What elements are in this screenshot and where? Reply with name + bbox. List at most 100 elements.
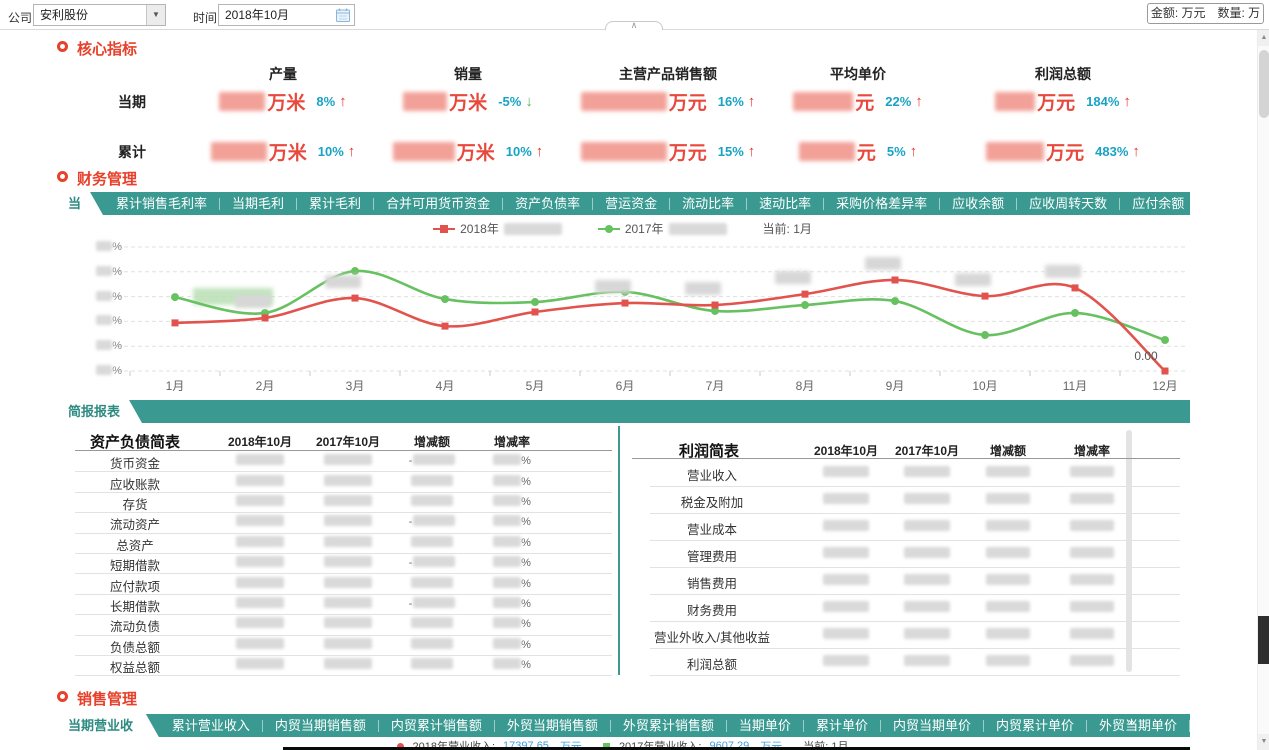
tab-应收余额[interactable]: 应收余额 bbox=[952, 196, 1005, 211]
gross-margin-line-chart[interactable]: 0.00 bbox=[90, 238, 1195, 398]
table-cell-masked bbox=[806, 465, 886, 479]
sales-legend-item[interactable]: 2018年营业收入: 17397.65 万元 bbox=[396, 738, 585, 750]
tab-应付余额[interactable]: 应付余额 bbox=[1132, 196, 1185, 211]
table-cell-masked bbox=[220, 454, 300, 467]
masked-cell-value bbox=[823, 519, 869, 531]
table-cell-masked bbox=[806, 492, 886, 506]
masked-point-label bbox=[955, 273, 991, 287]
table-scrollbar[interactable] bbox=[1126, 430, 1132, 672]
masked-cell-value bbox=[411, 637, 453, 649]
collapse-panel-handle[interactable]: ∧ bbox=[605, 21, 663, 30]
core-metric-value: 万元 483% ↑ bbox=[950, 138, 1176, 164]
tab-流动比率[interactable]: 流动比率 bbox=[682, 196, 735, 211]
table-cell-masked bbox=[308, 474, 388, 488]
value-unit: 万元 bbox=[668, 142, 707, 164]
time-input[interactable]: 2018年10月 bbox=[218, 4, 355, 26]
tab-separator bbox=[261, 719, 263, 732]
table-cell-masked bbox=[968, 600, 1048, 614]
masked-tick-value bbox=[96, 241, 113, 251]
scroll-up-icon[interactable]: ▲ bbox=[1258, 30, 1269, 46]
tab-累计营业收入[interactable]: 累计营业收入 bbox=[171, 718, 250, 733]
masked-cell-value bbox=[324, 474, 372, 486]
arrow-up-icon: ↑ bbox=[347, 142, 356, 160]
tab-内贸累计单价[interactable]: 内贸累计单价 bbox=[995, 718, 1074, 733]
masked-tick-value bbox=[96, 315, 113, 326]
sales-legend-item[interactable]: 2017年营业收入: 9607.29 万元 bbox=[602, 738, 785, 750]
tab-速动比率[interactable]: 速动比率 bbox=[759, 196, 812, 211]
tab-内贸当期单价[interactable]: 内贸当期单价 bbox=[892, 718, 971, 733]
table-cell-masked bbox=[220, 658, 300, 671]
x-tick-label: 11月 bbox=[1062, 379, 1088, 393]
scrollbar-dark-block[interactable] bbox=[1258, 616, 1269, 664]
masked-cell-value bbox=[493, 454, 522, 466]
sales-section-title: 销售管理 bbox=[77, 691, 138, 708]
data-point bbox=[441, 295, 449, 304]
company-select[interactable]: 安利股份 ▼ bbox=[33, 4, 166, 26]
tab-外贸当期销售额[interactable]: 外贸当期销售额 bbox=[506, 718, 598, 733]
masked-cell-value bbox=[904, 546, 950, 558]
table-cell-masked: - bbox=[392, 597, 472, 610]
tab-外贸当期单价[interactable]: 外贸当期单价 bbox=[1098, 718, 1177, 733]
masked-cell-value bbox=[904, 492, 950, 504]
tab-内贸累计销售额[interactable]: 内贸累计销售额 bbox=[390, 718, 482, 733]
core-row-label: 当期 bbox=[118, 94, 146, 110]
masked-tick-value bbox=[96, 340, 113, 351]
row-separator bbox=[650, 621, 1180, 622]
percent-suffix: % bbox=[521, 455, 531, 468]
tab-当期毛利[interactable]: 当期毛利 bbox=[232, 196, 285, 211]
tab-累计毛利[interactable]: 累计毛利 bbox=[309, 196, 362, 211]
tab-外贸累计销售额[interactable]: 外贸累计销售额 bbox=[622, 718, 714, 733]
value-unit: 元 bbox=[855, 92, 875, 114]
tab-营运资金[interactable]: 营运资金 bbox=[605, 196, 658, 211]
tab-应收周转天数[interactable]: 应收周转天数 bbox=[1029, 196, 1108, 211]
masked-value bbox=[219, 91, 266, 111]
table-cell-masked bbox=[968, 492, 1048, 506]
tab-资产负债率[interactable]: 资产负债率 bbox=[515, 196, 581, 211]
row-separator bbox=[650, 540, 1180, 541]
masked-legend-value bbox=[668, 222, 727, 235]
table-column-header: 增减额 bbox=[989, 444, 1026, 458]
more-tabs-indicator[interactable]: » bbox=[1128, 715, 1135, 729]
table-cell-masked bbox=[1052, 546, 1132, 560]
table-cell-masked: % bbox=[472, 658, 552, 671]
masked-value bbox=[580, 141, 667, 161]
tab-累计销售毛利率[interactable]: 累计销售毛利率 bbox=[116, 196, 208, 211]
legend-series-2018[interactable]: 2018年 bbox=[433, 220, 562, 237]
change-percent: -5% bbox=[498, 93, 522, 109]
chevron-down-icon[interactable]: ▼ bbox=[146, 5, 165, 25]
scroll-down-icon[interactable]: ▼ bbox=[1258, 734, 1269, 750]
tab-内贸当期销售额[interactable]: 内贸当期销售额 bbox=[274, 718, 366, 733]
row-separator bbox=[75, 512, 612, 514]
masked-cell-value bbox=[493, 474, 522, 486]
tab-separator bbox=[1196, 197, 1198, 210]
scrollbar-thumb[interactable] bbox=[1259, 50, 1269, 118]
tab-report[interactable]: 简报报表 bbox=[55, 400, 142, 423]
table-cell-masked bbox=[392, 535, 472, 549]
tab-separator bbox=[669, 197, 671, 210]
tab-当期营业收入[interactable]: 当期营业收入 bbox=[55, 714, 159, 737]
table-divider bbox=[618, 426, 620, 675]
row-separator bbox=[75, 634, 612, 636]
tab-当期销售毛利率[interactable]: 当期销售毛利率 bbox=[55, 192, 103, 215]
tab-合并可用货币资金[interactable]: 合并可用货币资金 bbox=[386, 196, 491, 211]
data-point bbox=[1161, 367, 1169, 375]
page-scrollbar[interactable]: ▲ ▼ bbox=[1257, 30, 1269, 750]
calendar-icon[interactable] bbox=[335, 7, 351, 23]
core-metric-value: 万米 -5% ↓ bbox=[355, 88, 581, 114]
table-cell-masked: % bbox=[472, 515, 552, 528]
row-separator bbox=[75, 471, 612, 473]
legend-series-2017[interactable]: 2017年 bbox=[597, 220, 727, 237]
tab-当期单价[interactable]: 当期单价 bbox=[738, 718, 791, 733]
core-column-header: 利润总额 bbox=[1035, 66, 1091, 82]
tab-累计单价[interactable]: 累计单价 bbox=[815, 718, 868, 733]
tab-采购价格差异率[interactable]: 采购价格差异率 bbox=[836, 196, 928, 211]
data-point bbox=[261, 314, 269, 322]
series-line-2017年 bbox=[174, 269, 1166, 342]
masked-cell-value bbox=[324, 617, 372, 629]
masked-cell-value bbox=[324, 576, 372, 588]
table-column-header: 增减额 bbox=[413, 435, 450, 449]
legend-current-period: 当前: 1月 bbox=[762, 222, 812, 236]
value-unit: 万元 bbox=[668, 92, 707, 114]
table-cell-masked bbox=[1052, 573, 1132, 587]
